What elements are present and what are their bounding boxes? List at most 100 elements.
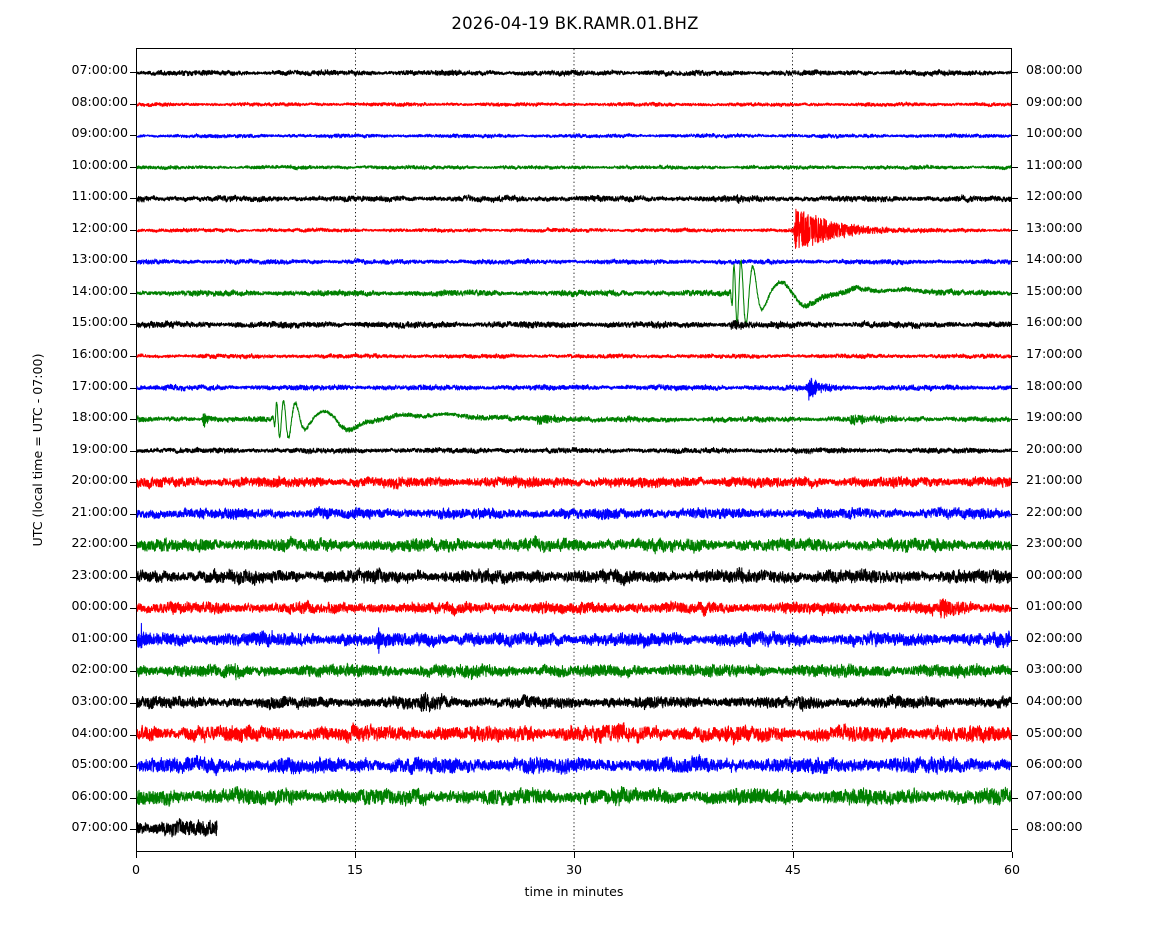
- y-tick-right-15: [1012, 545, 1018, 547]
- y-tick-label-left-21: 04:00:00: [71, 724, 128, 740]
- y-tick-label-right-23: 07:00:00: [1026, 787, 1083, 803]
- trace-row-070000: [136, 818, 218, 838]
- y-tick-left-18: [130, 639, 136, 641]
- y-tick-label-right-0: 08:00:00: [1026, 62, 1083, 77]
- y-tick-right-20: [1012, 703, 1018, 704]
- y-tick-label-left-1: 08:00:00: [71, 93, 128, 109]
- y-tick-label-left-8: 15:00:00: [71, 314, 128, 330]
- trace-row-030000: [136, 691, 1012, 713]
- y-tick-left-11: [130, 419, 136, 421]
- y-tick-label-left-13: 20:00:00: [71, 472, 128, 488]
- y-tick-left-24: [130, 829, 136, 831]
- y-tick-left-14: [130, 513, 136, 515]
- x-tick-4: [1012, 852, 1013, 858]
- y-tick-left-17: [130, 608, 136, 610]
- y-tick-label-right-13: 21:00:00: [1026, 472, 1083, 488]
- y-tick-right-23: [1012, 797, 1018, 799]
- y-tick-label-right-11: 19:00:00: [1026, 409, 1083, 425]
- y-tick-right-12: [1012, 450, 1018, 452]
- y-tick-label-right-4: 12:00:00: [1026, 188, 1083, 204]
- y-tick-right-18: [1012, 639, 1018, 641]
- trace-row-020000: [136, 662, 1012, 681]
- trace-row-200000: [136, 475, 1012, 490]
- x-tick-2: [574, 852, 575, 858]
- y-tick-label-left-17: 00:00:00: [71, 598, 128, 614]
- y-tick-right-5: [1012, 229, 1018, 231]
- y-tick-right-21: [1012, 734, 1018, 736]
- y-tick-right-24: [1012, 829, 1018, 831]
- y-tick-label-right-16: 00:00:00: [1026, 566, 1083, 582]
- y-axis-label: UTC (local time = UTC - 07:00): [30, 353, 45, 547]
- y-tick-left-20: [130, 703, 136, 704]
- y-tick-label-right-14: 22:00:00: [1026, 503, 1083, 519]
- trace-row-180000: [136, 400, 1012, 439]
- y-tick-right-19: [1012, 671, 1018, 673]
- y-tick-right-0: [1012, 72, 1018, 73]
- y-tick-left-5: [130, 229, 136, 231]
- trace-row-210000: [136, 506, 1012, 521]
- trace-row-090000: [136, 132, 1012, 139]
- y-tick-right-9: [1012, 355, 1018, 357]
- y-tick-right-14: [1012, 513, 1018, 515]
- trace-row-000000: [136, 598, 1012, 619]
- y-tick-right-10: [1012, 387, 1018, 389]
- trace-row-150000: [136, 319, 1012, 330]
- trace-row-050000: [136, 754, 1012, 777]
- y-tick-label-left-16: 23:00:00: [71, 566, 128, 582]
- y-tick-label-right-12: 20:00:00: [1026, 440, 1083, 456]
- y-tick-label-right-7: 15:00:00: [1026, 282, 1083, 298]
- y-tick-left-19: [130, 671, 136, 673]
- y-tick-label-left-9: 16:00:00: [71, 345, 128, 361]
- y-tick-left-15: [130, 545, 136, 547]
- page-title: 2026-04-19 BK.RAMR.01.BHZ: [451, 14, 699, 33]
- y-tick-label-left-23: 06:00:00: [71, 787, 128, 803]
- y-tick-right-22: [1012, 766, 1018, 768]
- y-tick-label-right-9: 17:00:00: [1026, 345, 1083, 361]
- trace-row-170000: [136, 377, 1012, 401]
- trace-row-190000: [136, 446, 1012, 455]
- y-tick-right-13: [1012, 482, 1018, 484]
- y-tick-label-left-2: 09:00:00: [71, 125, 128, 141]
- y-tick-label-right-18: 02:00:00: [1026, 629, 1083, 645]
- y-tick-label-left-6: 13:00:00: [71, 251, 128, 267]
- y-tick-label-left-12: 19:00:00: [71, 440, 128, 456]
- y-tick-right-3: [1012, 166, 1018, 168]
- y-tick-left-12: [130, 450, 136, 452]
- y-tick-left-22: [130, 766, 136, 768]
- y-tick-left-4: [130, 198, 136, 200]
- y-tick-left-10: [130, 387, 136, 389]
- y-tick-right-1: [1012, 103, 1018, 105]
- x-tick-0: [136, 852, 137, 858]
- y-tick-label-right-21: 05:00:00: [1026, 724, 1083, 740]
- x-axis-label: time in minutes: [524, 884, 624, 899]
- trace-row-040000: [136, 722, 1012, 746]
- y-tick-label-left-24: 07:00:00: [71, 819, 128, 835]
- y-tick-label-left-5: 12:00:00: [71, 219, 128, 235]
- y-tick-label-left-14: 21:00:00: [71, 503, 128, 519]
- trace-row-120000: [136, 208, 1012, 249]
- plot-axes: [136, 48, 1012, 852]
- x-tick-label-4: 60: [1003, 862, 1021, 877]
- y-tick-label-right-3: 11:00:00: [1026, 156, 1083, 172]
- y-tick-label-left-11: 18:00:00: [71, 409, 128, 425]
- y-tick-label-right-22: 06:00:00: [1026, 756, 1083, 772]
- y-tick-label-right-19: 03:00:00: [1026, 661, 1083, 677]
- y-tick-label-right-2: 10:00:00: [1026, 125, 1083, 141]
- trace-row-160000: [136, 353, 1012, 360]
- trace-row-140000: [136, 259, 1012, 326]
- y-tick-left-9: [130, 355, 136, 357]
- y-tick-left-3: [130, 166, 136, 168]
- y-tick-label-left-20: 03:00:00: [71, 693, 128, 708]
- y-tick-left-0: [130, 72, 136, 73]
- y-tick-left-7: [130, 292, 136, 294]
- y-tick-label-left-7: 14:00:00: [71, 282, 128, 298]
- y-tick-label-right-6: 14:00:00: [1026, 251, 1083, 267]
- y-tick-label-right-15: 23:00:00: [1026, 535, 1083, 551]
- y-tick-label-left-22: 05:00:00: [71, 756, 128, 772]
- trace-row-100000: [136, 164, 1012, 171]
- y-tick-label-left-0: 07:00:00: [71, 62, 128, 77]
- seismogram-trace-layer: [136, 68, 1012, 838]
- y-tick-label-left-19: 02:00:00: [71, 661, 128, 677]
- y-tick-label-right-8: 16:00:00: [1026, 314, 1083, 330]
- y-tick-right-8: [1012, 324, 1018, 326]
